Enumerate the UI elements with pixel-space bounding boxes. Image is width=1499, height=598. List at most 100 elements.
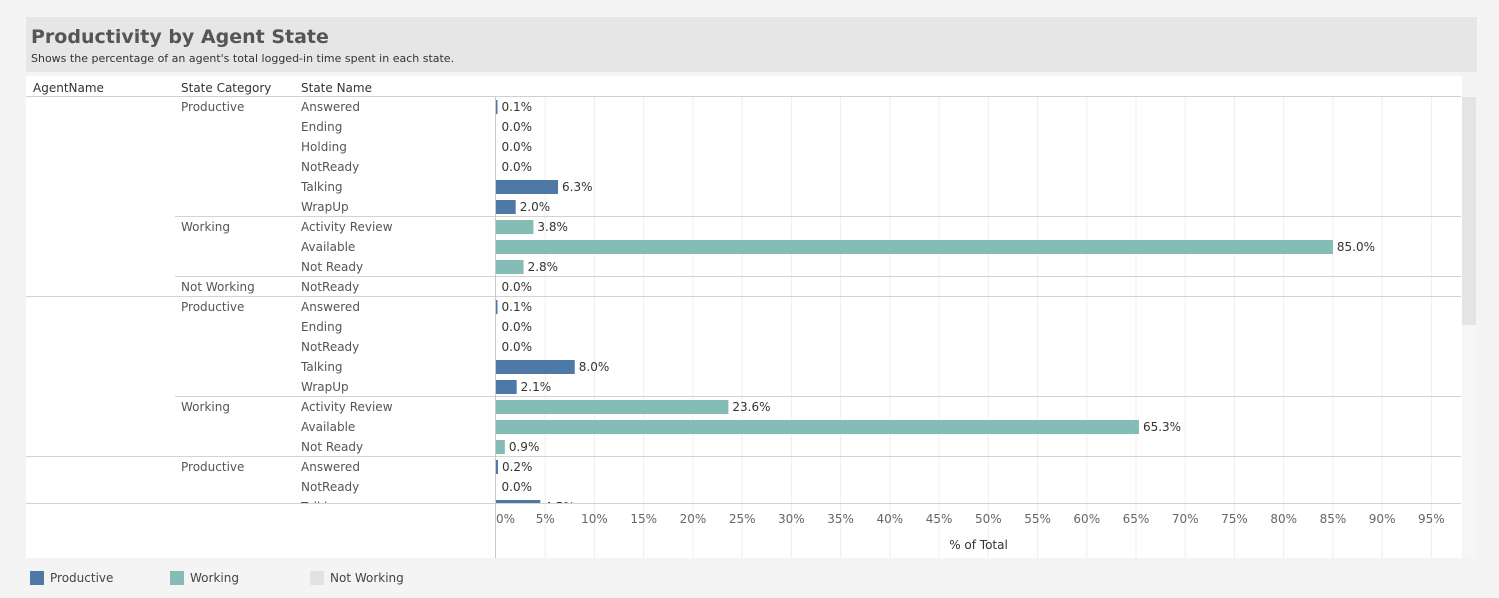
data-label: 2.0%: [520, 200, 551, 214]
legend-label-productive: Productive: [50, 571, 114, 585]
state-label: Not Ready: [301, 260, 363, 274]
bar: [496, 460, 498, 474]
x-tick-label: 55%: [1024, 512, 1051, 526]
column-header-category[interactable]: State Category: [181, 81, 272, 95]
category-label: Productive: [181, 100, 244, 114]
data-label: 0.0%: [502, 340, 533, 354]
state-label: NotReady: [301, 480, 359, 494]
data-label: 23.6%: [732, 400, 770, 414]
state-label: Ending: [301, 120, 342, 134]
data-label: 0.9%: [509, 440, 540, 454]
page-title: Productivity by Agent State: [31, 26, 329, 48]
data-label: 6.3%: [562, 180, 593, 194]
bar: [496, 240, 1333, 254]
x-tick-label: 90%: [1369, 512, 1396, 526]
state-label: NotReady: [301, 160, 359, 174]
x-tick-label: 75%: [1221, 512, 1248, 526]
data-label: 0.0%: [502, 280, 533, 294]
category-label: Productive: [181, 300, 244, 314]
data-label: 85.0%: [1337, 240, 1375, 254]
data-label: 8.0%: [579, 360, 610, 374]
bar: [496, 180, 559, 194]
x-tick-label: 65%: [1123, 512, 1150, 526]
state-label: Talking: [300, 500, 343, 514]
state-label: Not Ready: [301, 440, 363, 454]
x-axis: 0% 5% 10% 15% 20% 25% 30% 35% 40% 45% 50% 55% 60% 65%…: [496, 512, 1445, 552]
column-header-state[interactable]: State Name: [301, 81, 372, 95]
chart-rows: Productive Answered 0.1% Ending 0.0% Holding 0…: [26, 100, 1461, 514]
x-tick-label: 40%: [877, 512, 904, 526]
data-label: 3.8%: [537, 220, 568, 234]
x-tick-label: 20%: [680, 512, 707, 526]
x-tick-label: 60%: [1073, 512, 1100, 526]
state-label: Activity Review: [301, 400, 393, 414]
data-label: 0.0%: [502, 140, 533, 154]
state-label: Answered: [301, 300, 360, 314]
chart-panel: AgentName State Category State Name: [26, 76, 1462, 558]
x-tick-label: 30%: [778, 512, 805, 526]
legend-item-working[interactable]: Working: [170, 570, 239, 586]
legend-swatch-working: [170, 571, 184, 585]
state-label: WrapUp: [301, 200, 349, 214]
x-tick-label: 25%: [729, 512, 756, 526]
page-subtitle: Shows the percentage of an agent's total…: [31, 52, 455, 65]
bar: [496, 440, 505, 454]
state-label: NotReady: [301, 340, 359, 354]
bar: [496, 420, 1139, 434]
bar: [496, 300, 498, 314]
data-label: 65.3%: [1143, 420, 1181, 434]
legend-item-not-working[interactable]: Not Working: [310, 570, 404, 586]
x-tick-label: 85%: [1320, 512, 1347, 526]
x-tick-label: 15%: [630, 512, 657, 526]
data-label: 0.0%: [502, 320, 533, 334]
bar: [496, 100, 498, 114]
title-bar: Productivity by Agent State Shows the pe…: [26, 17, 1477, 72]
bar: [496, 500, 541, 503]
category-label: Not Working: [181, 280, 255, 294]
x-tick-label: 45%: [926, 512, 953, 526]
legend-swatch-not-working: [310, 571, 324, 585]
data-label: 2.8%: [528, 260, 559, 274]
data-label: 0.0%: [502, 120, 533, 134]
state-label: Talking: [300, 180, 343, 194]
x-axis-title: % of Total: [949, 538, 1008, 552]
x-tick-label: 5%: [536, 512, 555, 526]
state-label: Available: [301, 420, 355, 434]
bar: [496, 380, 517, 394]
category-label: Productive: [181, 460, 244, 474]
data-label: 0.0%: [502, 480, 533, 494]
x-tick-label: 70%: [1172, 512, 1199, 526]
data-label: 0.0%: [502, 160, 533, 174]
data-label: 0.1%: [502, 100, 533, 114]
bar: [496, 220, 534, 234]
state-label: Activity Review: [301, 220, 393, 234]
state-label: Answered: [301, 100, 360, 114]
x-tick-label: 50%: [975, 512, 1002, 526]
x-tick-label: 80%: [1270, 512, 1297, 526]
data-label: 2.1%: [521, 380, 552, 394]
vertical-scrollbar-track[interactable]: [1462, 325, 1476, 558]
bar: [496, 360, 575, 374]
category-label: Working: [181, 400, 230, 414]
data-label: 0.2%: [502, 460, 533, 474]
state-label: Holding: [301, 140, 347, 154]
column-header-agent[interactable]: AgentName: [33, 81, 104, 95]
legend-label-working: Working: [190, 571, 239, 585]
data-label: 0.1%: [502, 300, 533, 314]
bar: [496, 260, 524, 274]
bar: [496, 200, 516, 214]
state-label: Ending: [301, 320, 342, 334]
legend-swatch-productive: [30, 571, 44, 585]
state-label: Talking: [300, 360, 343, 374]
legend-item-productive[interactable]: Productive: [30, 570, 113, 586]
x-tick-label: 0%: [496, 512, 515, 526]
state-label: NotReady: [301, 280, 359, 294]
state-label: Available: [301, 240, 355, 254]
vertical-scrollbar-thumb[interactable]: [1462, 97, 1476, 325]
legend-label-not-working: Not Working: [330, 571, 404, 585]
gridlines: [544, 97, 1432, 558]
x-tick-label: 35%: [827, 512, 854, 526]
data-label: 4.5%: [544, 500, 575, 514]
x-tick-label: 10%: [581, 512, 608, 526]
